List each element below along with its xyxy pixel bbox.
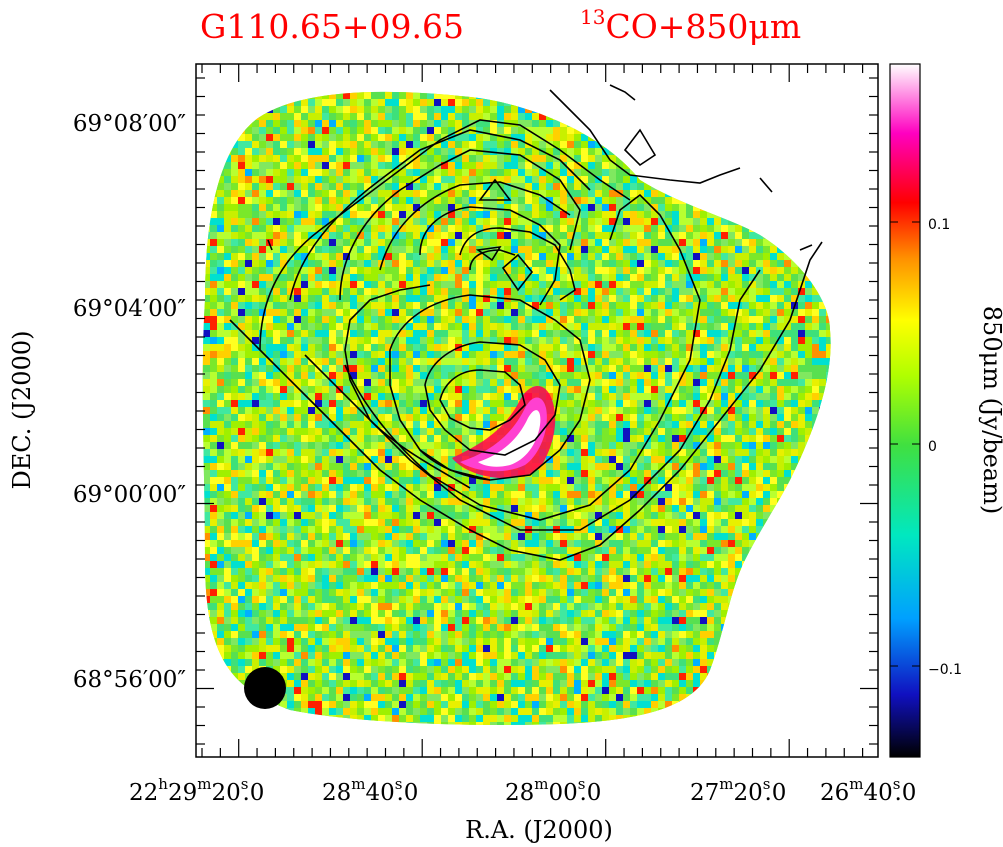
chart-title-left: G110.65+09.65: [200, 7, 464, 46]
chart-title-right: 13CO+850μm: [580, 5, 801, 46]
y-tick-label: 68°56′00″: [73, 667, 187, 693]
colorbar-label: 850μm (Jy/beam): [978, 306, 1003, 514]
x-tick-label: 22h29m20s.0: [129, 775, 264, 806]
x-tick-label: 28m40s.0: [322, 775, 418, 806]
x-tick-label: 27m20s.0: [690, 775, 786, 806]
map-panel: [195, 63, 879, 758]
x-tick-label: 26m40s.0: [820, 775, 916, 806]
co-contours: [229, 84, 823, 561]
colorbar-tick-label: 0.1: [928, 217, 950, 233]
title-right-text: CO+850μm: [605, 7, 801, 46]
x-tick-label: 28m00s.0: [505, 775, 601, 806]
colorbar-tick-label: 0: [928, 439, 937, 455]
colorbar-gradient: [890, 64, 920, 757]
x-tick-labels: 22h29m20s.0 28m40s.0 28m00s.0 27m20s.0 2…: [129, 775, 916, 806]
title-isotope-sup: 13: [580, 5, 605, 29]
colorbar: 0.1 0 −0.1 850μm (Jy/beam): [889, 63, 1003, 758]
y-tick-labels: 69°08′00″ 69°04′00″ 69°00′00″ 68°56′00″: [73, 111, 187, 693]
colorbar-tick-label: −0.1: [928, 662, 962, 678]
beam-marker: [244, 667, 286, 709]
colorbar-frame: [889, 63, 921, 758]
emission-peak: [452, 385, 556, 479]
x-axis-label: R.A. (J2000): [465, 816, 613, 844]
y-axis-label: DEC. (J2000): [8, 331, 36, 490]
y-tick-label: 69°00′00″: [73, 482, 187, 508]
y-tick-label: 69°04′00″: [73, 296, 187, 322]
y-tick-label: 69°08′00″: [73, 111, 187, 137]
axis-ticks: [196, 64, 878, 757]
